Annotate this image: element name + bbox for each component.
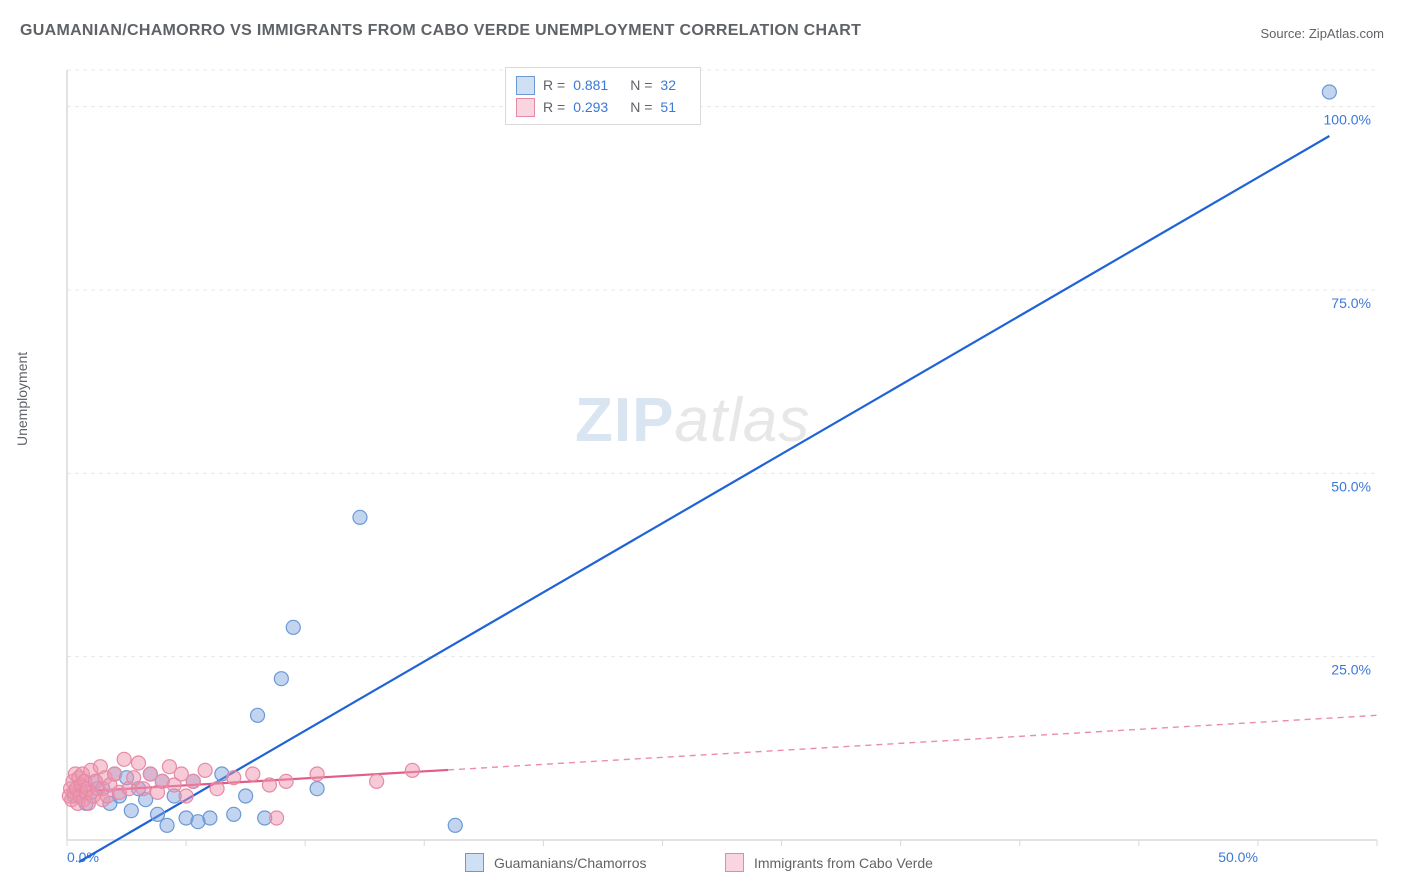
r-label: R = <box>543 77 565 93</box>
svg-text:25.0%: 25.0% <box>1331 662 1371 678</box>
series-swatch <box>516 98 535 117</box>
legend-swatch <box>465 853 484 872</box>
y-axis-label: Unemployment <box>14 352 30 446</box>
svg-text:50.0%: 50.0% <box>1331 478 1371 494</box>
svg-text:50.0%: 50.0% <box>1218 849 1258 865</box>
n-label: N = <box>630 77 652 93</box>
stats-row: R = 0.293 N = 51 <box>516 96 690 118</box>
legend-item: Guamanians/Chamorros <box>465 853 647 872</box>
svg-text:100.0%: 100.0% <box>1324 112 1371 128</box>
stats-row: R = 0.881 N = 32 <box>516 74 690 96</box>
source-label: Source: ZipAtlas.com <box>1260 26 1384 41</box>
legend-item: Immigrants from Cabo Verde <box>725 853 933 872</box>
chart-title: GUAMANIAN/CHAMORRO VS IMMIGRANTS FROM CA… <box>20 22 861 40</box>
n-label: N = <box>630 99 652 115</box>
r-label: R = <box>543 99 565 115</box>
legend-swatch <box>725 853 744 872</box>
r-value: 0.881 <box>573 77 608 93</box>
n-value: 51 <box>660 99 676 115</box>
series-swatch <box>516 76 535 95</box>
correlation-stats-box: R = 0.881 N = 32 R = 0.293 N = 51 <box>505 67 701 125</box>
legend-label: Immigrants from Cabo Verde <box>754 855 933 871</box>
svg-text:0.0%: 0.0% <box>67 849 99 865</box>
r-value: 0.293 <box>573 99 608 115</box>
scatter-chart: 0.0% 50.0% 25.0% 50.0% 75.0% 100.0% <box>55 55 1385 865</box>
legend-label: Guamanians/Chamorros <box>494 855 647 871</box>
svg-text:75.0%: 75.0% <box>1331 295 1371 311</box>
plot-area: 0.0%50.0%25.0%50.0%75.0%100.0% ZIPatlas … <box>55 55 1385 865</box>
n-value: 32 <box>660 77 676 93</box>
